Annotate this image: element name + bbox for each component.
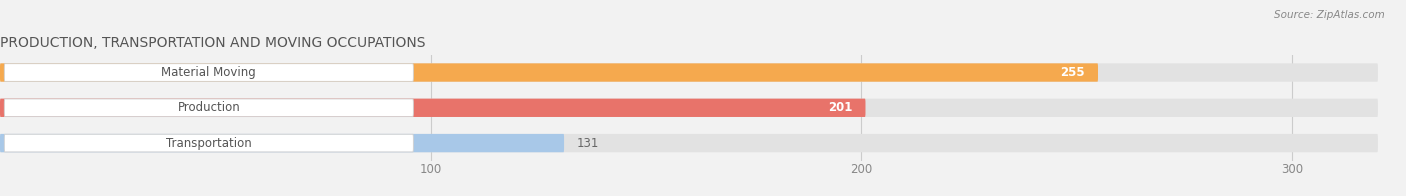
FancyBboxPatch shape — [0, 63, 1378, 82]
FancyBboxPatch shape — [4, 64, 413, 81]
Text: 201: 201 — [828, 101, 852, 114]
Text: Material Moving: Material Moving — [162, 66, 256, 79]
Text: 255: 255 — [1060, 66, 1085, 79]
Text: PRODUCTION, TRANSPORTATION AND MOVING OCCUPATIONS: PRODUCTION, TRANSPORTATION AND MOVING OC… — [0, 35, 426, 50]
FancyBboxPatch shape — [0, 99, 866, 117]
FancyBboxPatch shape — [4, 134, 413, 152]
Text: Source: ZipAtlas.com: Source: ZipAtlas.com — [1274, 10, 1385, 20]
Text: 131: 131 — [576, 137, 599, 150]
FancyBboxPatch shape — [0, 134, 1378, 152]
FancyBboxPatch shape — [0, 63, 1098, 82]
FancyBboxPatch shape — [0, 134, 564, 152]
Text: Transportation: Transportation — [166, 137, 252, 150]
Text: Production: Production — [177, 101, 240, 114]
FancyBboxPatch shape — [0, 99, 1378, 117]
FancyBboxPatch shape — [4, 99, 413, 117]
